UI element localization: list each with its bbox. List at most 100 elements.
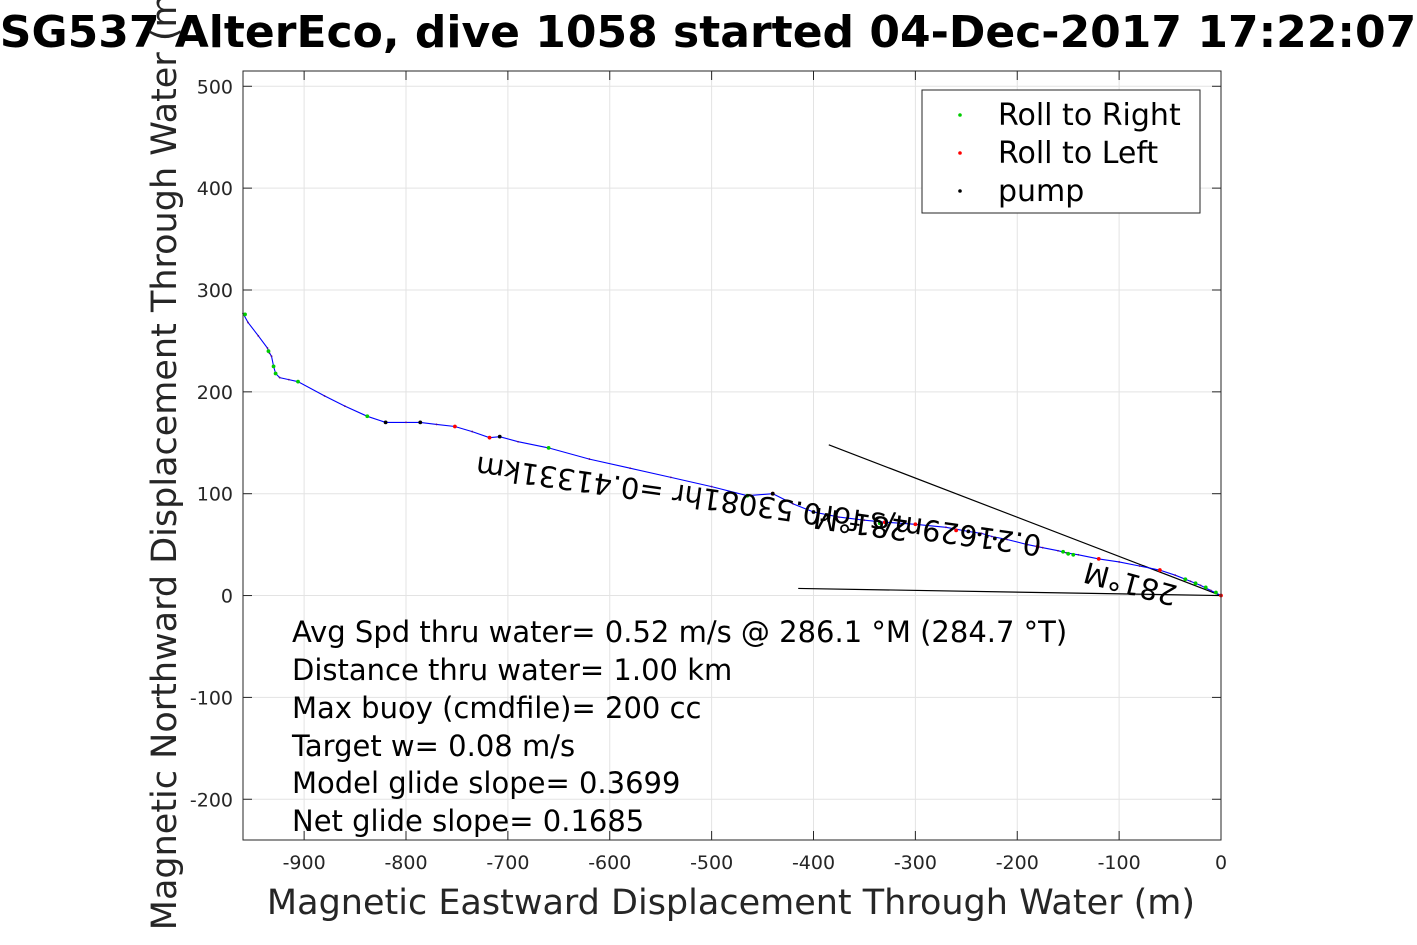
roll-left-marker xyxy=(1096,556,1101,561)
pump-marker xyxy=(770,491,775,496)
track-point xyxy=(1189,580,1192,583)
x-tick-label: -200 xyxy=(996,852,1039,874)
track-point xyxy=(257,334,260,337)
x-tick-label: -800 xyxy=(384,852,427,874)
x-tick-label: -900 xyxy=(283,852,326,874)
legend: Roll to Right Roll to Left pump xyxy=(921,89,1201,214)
ticks: -900 -800 -700 -600 -500 -400 -300 -200 -100 0 -20… xyxy=(190,71,1227,874)
roll-left-marker xyxy=(1157,568,1162,572)
roll-right-marker xyxy=(271,364,276,369)
track-point xyxy=(1138,565,1141,567)
roll-right-marker xyxy=(243,312,247,317)
legend-marker-roll-right xyxy=(958,113,962,117)
y-tick-label: 100 xyxy=(197,484,233,506)
track-point xyxy=(471,430,474,433)
x-tick-label: -500 xyxy=(690,852,733,874)
roll-left-marker xyxy=(954,528,959,533)
x-tick-label: -300 xyxy=(894,852,937,874)
target-w-text: Target w= 0.08 m/s xyxy=(291,729,575,763)
roll-left-marker xyxy=(1035,544,1040,549)
max-buoy-text: Max buoy (cmdfile)= 200 cc xyxy=(292,691,701,725)
pump-marker xyxy=(966,529,971,534)
x-axis-label: Magnetic Eastward Displacement Through W… xyxy=(267,883,1195,923)
track-point xyxy=(1057,549,1059,552)
track-point xyxy=(863,519,866,522)
legend-box xyxy=(921,89,1201,214)
track-point xyxy=(838,516,840,519)
roll-left-marker xyxy=(453,424,457,429)
y-tick-label: 500 xyxy=(197,76,233,98)
net-glide-text: Net glide slope= 0.1685 xyxy=(292,804,644,838)
track-point xyxy=(1118,561,1121,563)
current-vector-line xyxy=(798,587,1222,597)
track-point xyxy=(588,458,591,460)
track-point xyxy=(435,423,438,426)
x-tick-label: -600 xyxy=(588,852,631,874)
avg-speed-text: Avg Spd thru water= 0.52 m/s @ 286.1 °M … xyxy=(292,615,1067,649)
pump-marker xyxy=(992,536,997,541)
track-point xyxy=(266,347,269,349)
legend-label-roll-left: Roll to Left xyxy=(998,136,1158,171)
distance-text: Distance thru water= 1.00 km xyxy=(292,653,732,687)
x-tick-label: 0 xyxy=(1215,852,1227,874)
track-point xyxy=(1199,584,1202,587)
legend-marker-pump xyxy=(958,189,962,193)
roll-right-marker xyxy=(745,493,750,498)
y-tick-label: 300 xyxy=(197,280,233,302)
track-point xyxy=(323,395,326,397)
legend-label-pump: pump xyxy=(998,174,1084,209)
roll-left-marker xyxy=(882,520,887,525)
pump-marker xyxy=(977,532,982,537)
roll-right-marker xyxy=(1193,581,1198,586)
y-tick-label: 200 xyxy=(197,382,233,404)
track-point xyxy=(990,535,993,538)
track-point xyxy=(343,405,346,408)
roll-right-marker xyxy=(1061,549,1065,554)
pump-marker xyxy=(418,420,423,425)
current-vector-line xyxy=(828,444,1222,597)
track-point xyxy=(1209,589,1212,592)
roll-right-marker xyxy=(546,445,551,450)
x-tick-label: -100 xyxy=(1098,852,1141,874)
roll-right-marker xyxy=(273,371,278,376)
roll-left-marker xyxy=(913,522,918,527)
y-tick-label: 0 xyxy=(221,586,233,608)
x-tick-label: -700 xyxy=(486,852,529,874)
roll-right-marker xyxy=(877,521,882,526)
track-point xyxy=(1026,543,1029,546)
legend-marker-roll-left xyxy=(958,151,962,155)
stats-annotation: Avg Spd thru water= 0.52 m/s @ 286.1 °M … xyxy=(291,615,1067,838)
roll-right-marker xyxy=(1071,552,1076,557)
track-point xyxy=(247,321,249,324)
roll-left-marker xyxy=(487,435,492,440)
track-point xyxy=(1077,553,1080,556)
y-axis-label: Magnetic Northward Displacement Through … xyxy=(145,0,185,930)
plot-frame xyxy=(242,70,1222,841)
track-point xyxy=(629,467,632,470)
pump-marker xyxy=(1000,538,1004,543)
y-tick-label: 400 xyxy=(197,178,233,200)
track-point xyxy=(278,376,281,379)
y-tick-label: -200 xyxy=(190,789,233,811)
track-point xyxy=(1006,538,1008,541)
pump-marker xyxy=(383,420,388,425)
track-point xyxy=(287,378,290,381)
track-point xyxy=(792,502,795,505)
roll-right-marker xyxy=(296,379,300,384)
roll-right-marker xyxy=(1183,577,1188,582)
chart-title: SG537 AlterEco, dive 1058 started 04-Dec… xyxy=(0,7,1416,58)
track-point xyxy=(270,355,273,358)
pump-marker xyxy=(497,434,502,439)
x-tick-label: -400 xyxy=(792,852,835,874)
track-point xyxy=(1174,574,1177,577)
y-tick-label: -100 xyxy=(190,687,233,709)
roll-right-marker xyxy=(1214,590,1218,595)
markers-layer xyxy=(243,312,1223,598)
legend-label-roll-right: Roll to Right xyxy=(998,98,1181,133)
roll-right-marker xyxy=(1203,585,1208,590)
pump-marker xyxy=(984,534,989,539)
roll-right-marker xyxy=(1066,551,1071,556)
track-point xyxy=(405,421,407,424)
roll-right-marker xyxy=(266,349,271,353)
